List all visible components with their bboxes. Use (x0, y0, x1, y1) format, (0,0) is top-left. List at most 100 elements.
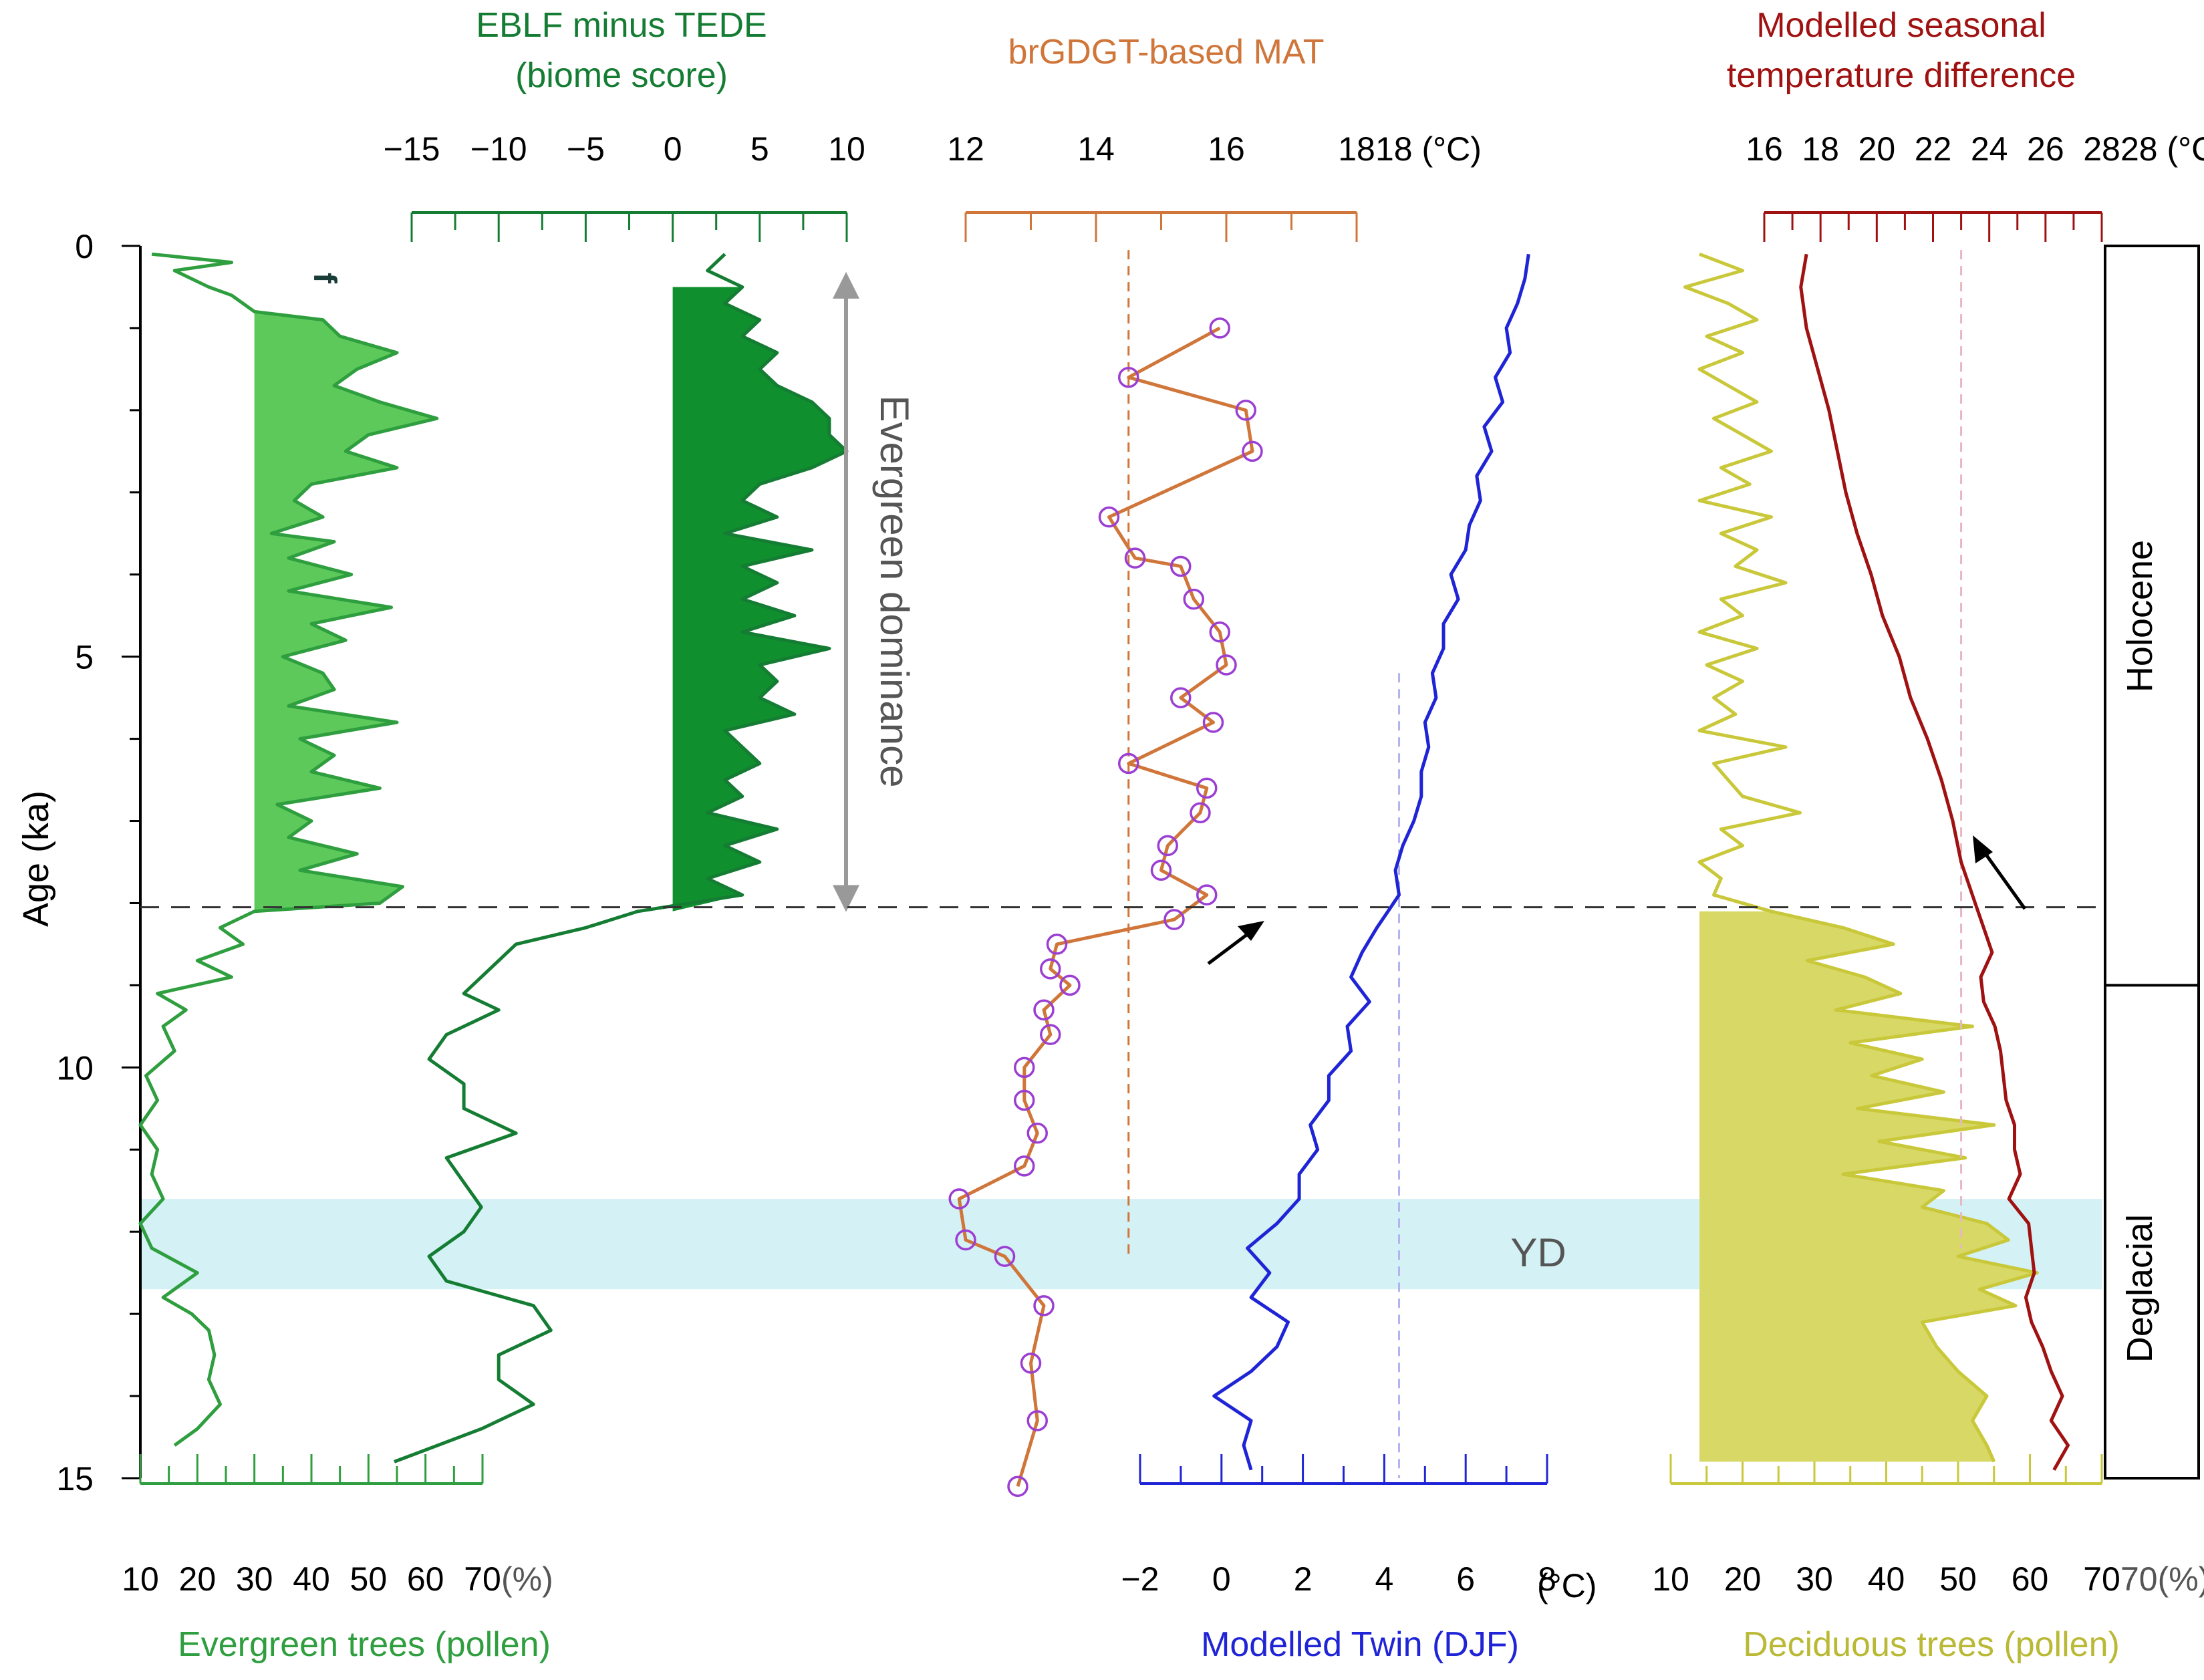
evergreen-dominance-label: Evergreen dominance (872, 395, 917, 787)
evergreen-tick-label: 60 (407, 1560, 444, 1598)
age-tick-label: 10 (56, 1049, 94, 1087)
black-arrow-right (1973, 835, 2027, 910)
deciduous-tick-label: 60 (2012, 1560, 2049, 1598)
panel-letter: f (307, 273, 342, 284)
black-arrow-left (1207, 921, 1264, 965)
biome_score-tick-label: 0 (664, 130, 682, 168)
brgdgt-data-point (1033, 1295, 1055, 1316)
biome-axis-title-line1: EBLF minus TEDE (476, 6, 767, 45)
biome_score-tick-label: −5 (567, 130, 605, 168)
evergreen-unit-label: (%) (501, 1560, 553, 1598)
seasonal_diff-tick-label: 24 (1971, 130, 2008, 168)
twin_djf-unit-label: (°C) (1537, 1567, 1597, 1604)
brgdgt-data-point (1163, 909, 1185, 930)
age-axis-label: Age (ka) (16, 791, 56, 927)
brgdgt_mat-series-line (957, 326, 1254, 1488)
brgdgt-data-point (1046, 934, 1068, 955)
seasonal-axis-title-line1: Modelled seasonal (1756, 6, 2046, 45)
evergreen-fill-area (254, 287, 437, 912)
brgdgt-data-point (1242, 440, 1263, 462)
brgdgt-data-point (1014, 1057, 1035, 1079)
deciduous-tick-label: 10 (1652, 1560, 1689, 1598)
seasonal_diff-tick-label: 26 (2027, 130, 2064, 168)
evergreen-panel: 10 20 30 40 50 60 70 (%) (122, 252, 553, 1598)
period-box (2104, 245, 2200, 1480)
evergreen-tick-label: 40 (293, 1560, 330, 1598)
brgdgt-data-point (1124, 547, 1146, 569)
seasonal_diff-series-line (1799, 253, 2070, 1471)
twin_djf-series-line (1212, 253, 1530, 1471)
twin_djf-tick-label: 6 (1456, 1560, 1475, 1598)
brgdgt-data-point (1209, 621, 1230, 643)
seasonal_diff-tick-label: 20 (1858, 130, 1896, 168)
evergreen-series-line (138, 252, 439, 1447)
seasonal_diff-tick-label: 18 (1802, 130, 1839, 168)
twin_djf-tick-label: 4 (1375, 1560, 1393, 1598)
deciduous-tick-label: 50 (1939, 1560, 1977, 1598)
brgdgt-data-point (1040, 958, 1061, 980)
seasonal_diff-tick-label: 22 (1915, 130, 1952, 168)
brgdgt-data-point (1150, 859, 1172, 881)
brgdgt-data-point (948, 1188, 970, 1210)
brgdgt-data-point (1007, 1476, 1028, 1498)
brgdgt-data-point (994, 1246, 1016, 1267)
holocene-label: Holocene (2120, 540, 2160, 692)
twin_djf-tick-label: 8 (1538, 1560, 1556, 1598)
brgdgt-data-point (1118, 366, 1139, 388)
biome_score-tick-label: 10 (828, 130, 865, 168)
brgdgt-data-point (1033, 999, 1055, 1021)
evergreen-tick-label: 50 (350, 1560, 388, 1598)
brgdgt-panel: 12 14 16 18 18 (°C) (947, 130, 1482, 1498)
twin-djf-panel: −2 0 2 4 6 8(°C) (1121, 253, 1597, 1604)
biome_score-tick-label: −15 (384, 130, 440, 168)
evergreen-axis-title: Evergreen trees (pollen) (178, 1625, 551, 1664)
brgdgt-data-point (1170, 555, 1192, 577)
brgdgt-data-point (1014, 1089, 1035, 1111)
age-tick-label: 15 (56, 1460, 94, 1498)
biome-axis-title-line2: (biome score) (515, 56, 728, 95)
biome_score-series-line (394, 253, 849, 1463)
twin_djf-tick-label: 0 (1212, 1560, 1231, 1598)
brgdgt-data-point (1157, 835, 1178, 857)
evergreen-tick-label: 30 (236, 1560, 273, 1598)
deciduous-series-line (1683, 252, 2039, 1463)
brgdgt-data-point (1235, 400, 1256, 421)
deciduous-tick-label: 20 (1724, 1560, 1762, 1598)
brgdgt-data-point (1196, 884, 1218, 905)
brgdgt-data-point (1190, 802, 1211, 823)
brgdgt-data-point (1020, 1353, 1042, 1374)
brgdgt-data-point (1209, 317, 1230, 339)
brgdgt_mat-tick-label: 18 (1338, 130, 1375, 168)
brgdgt-data-point (1059, 974, 1081, 996)
brgdgt-data-point (1040, 1024, 1061, 1045)
deciduous-tick-label: 70 (2083, 1560, 2120, 1598)
deciduous-tick-label: 40 (1868, 1560, 1905, 1598)
age-axis: 0 5 10 15 (56, 228, 142, 1498)
brgdgt-data-point (1216, 654, 1237, 676)
seasonal_diff-unit-label: 28 (°C) (2120, 130, 2204, 168)
evergreen-tick-label: 10 (122, 1560, 159, 1598)
deglacial-label: Deglacial (2120, 1214, 2160, 1363)
deciduous-panel: 10 20 30 40 50 60 70 70(%) (1652, 252, 2204, 1598)
evergreen-dominance-arrow (833, 271, 859, 912)
brgdgt-data-point (1118, 752, 1139, 775)
brgdgt-data-point (1098, 506, 1120, 528)
brgdgt-data-point (1196, 777, 1218, 799)
biome_score-fill-area (672, 287, 847, 912)
seasonal-axis-title-line2: temperature difference (1727, 56, 2076, 95)
brgdgt_mat-tick-label: 16 (1208, 130, 1245, 168)
age-tick-label: 5 (75, 639, 94, 676)
brgdgt-data-point (955, 1229, 976, 1251)
seasonal_diff-tick-label: 28 (2083, 130, 2120, 168)
yd-label: YD (1510, 1230, 1566, 1275)
deciduous-unit-label: 70(%) (2120, 1560, 2204, 1598)
brgdgt-data-point (1014, 1155, 1035, 1177)
brgdgt-data-point (1183, 588, 1204, 610)
evergreen-tick-label: 20 (179, 1560, 217, 1598)
dominance-arrow-head-bottom (833, 885, 859, 912)
brgdgt_mat-tick-label: 12 (947, 130, 984, 168)
biome_score-tick-label: 5 (750, 130, 769, 168)
twin-axis-title: Modelled Twin (DJF) (1201, 1625, 1519, 1664)
evergreen-tick-label: 70 (464, 1560, 501, 1598)
